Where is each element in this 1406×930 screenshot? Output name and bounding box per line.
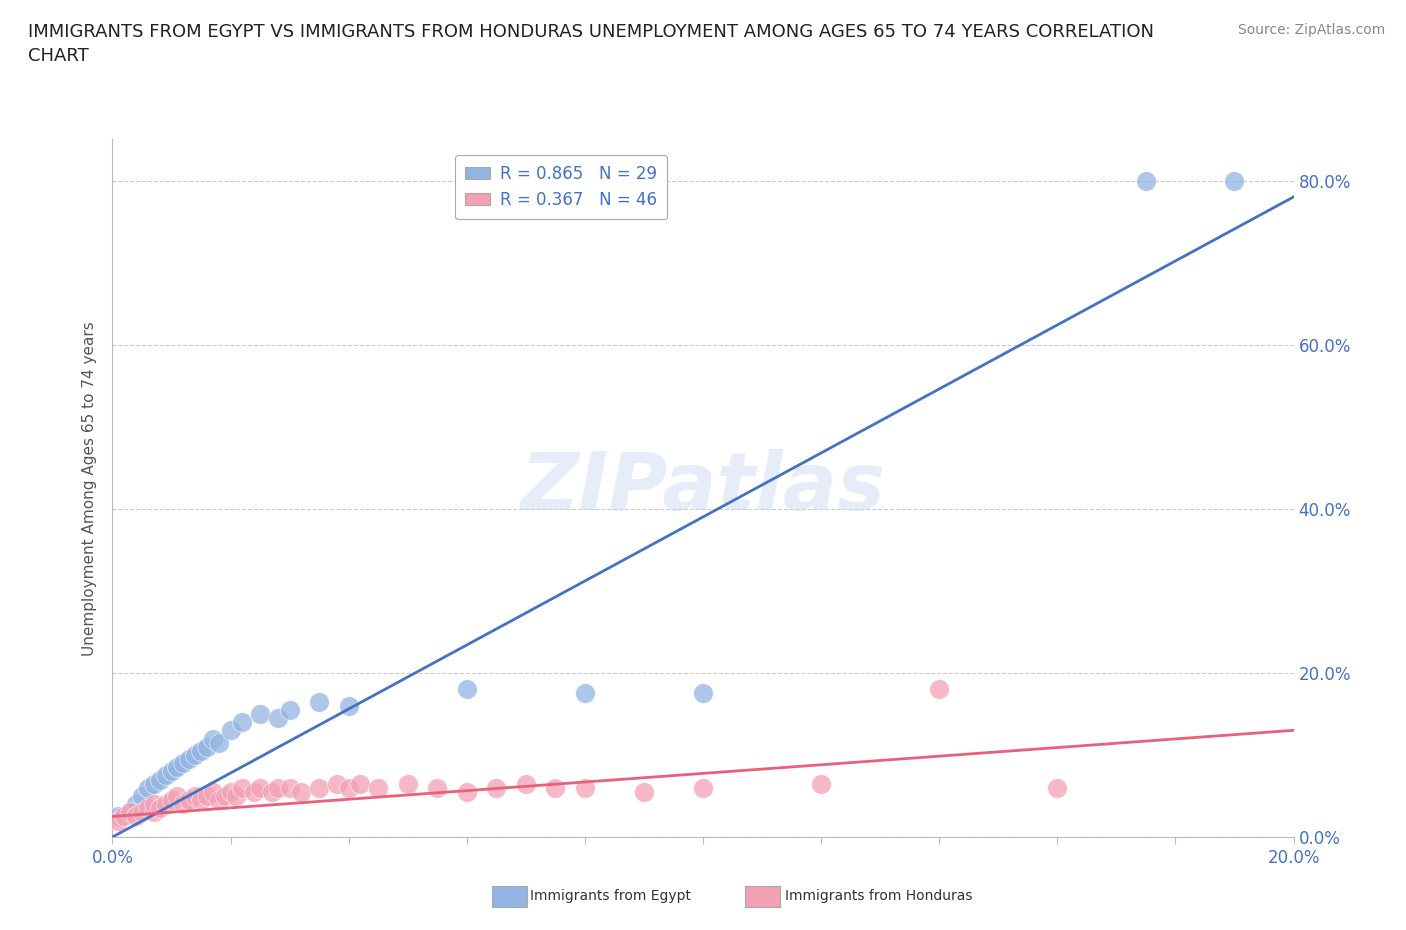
Text: Immigrants from Honduras: Immigrants from Honduras: [785, 888, 972, 903]
Point: [225, 789, 247, 804]
Point: [172, 797, 194, 812]
Point: [692, 780, 714, 795]
Point: [190, 792, 212, 807]
Point: [260, 784, 283, 799]
Point: [456, 682, 478, 697]
Point: [1223, 173, 1246, 188]
Point: [396, 777, 419, 791]
Point: [367, 780, 389, 795]
Point: [195, 739, 218, 754]
Point: [179, 792, 201, 807]
Point: [219, 723, 242, 737]
Legend: R = 0.865   N = 29, R = 0.367   N = 46: R = 0.865 N = 29, R = 0.367 N = 46: [456, 154, 668, 219]
Point: [155, 797, 177, 812]
Point: [308, 694, 330, 709]
Point: [456, 784, 478, 799]
Point: [125, 797, 148, 812]
Point: [160, 792, 183, 807]
Point: [337, 780, 360, 795]
Point: [201, 731, 224, 746]
Point: [142, 805, 165, 820]
Point: [349, 777, 371, 791]
Point: [149, 772, 172, 787]
Point: [810, 777, 832, 791]
Point: [179, 751, 201, 766]
Point: [1135, 173, 1157, 188]
Point: [184, 789, 207, 804]
Point: [308, 780, 330, 795]
Point: [112, 809, 135, 824]
Point: [249, 780, 271, 795]
Point: [120, 805, 142, 820]
Point: [231, 780, 253, 795]
Point: [136, 801, 159, 816]
Point: [149, 801, 172, 816]
Point: [131, 805, 153, 820]
Point: [214, 789, 236, 804]
Point: [166, 760, 188, 775]
Point: [231, 714, 253, 729]
Point: [337, 698, 360, 713]
Point: [485, 780, 508, 795]
Point: [155, 768, 177, 783]
Point: [278, 780, 301, 795]
Point: [1046, 780, 1069, 795]
Point: [928, 682, 950, 697]
Point: [107, 809, 129, 824]
Point: [190, 743, 212, 758]
Point: [160, 764, 183, 778]
Point: [574, 686, 596, 701]
Point: [195, 789, 218, 804]
Point: [278, 702, 301, 717]
Point: [267, 780, 290, 795]
Point: [166, 789, 188, 804]
Point: [142, 777, 165, 791]
Point: [249, 707, 271, 722]
Point: [184, 748, 207, 763]
Text: ZIPatlas: ZIPatlas: [520, 449, 886, 527]
Y-axis label: Unemployment Among Ages 65 to 74 years: Unemployment Among Ages 65 to 74 years: [82, 321, 97, 656]
Point: [201, 784, 224, 799]
Point: [574, 780, 596, 795]
Point: [142, 797, 165, 812]
Point: [243, 784, 266, 799]
Point: [515, 777, 537, 791]
Point: [633, 784, 655, 799]
Point: [125, 809, 148, 824]
Point: [692, 686, 714, 701]
Point: [107, 813, 129, 828]
Point: [208, 792, 231, 807]
Point: [131, 789, 153, 804]
Point: [219, 784, 242, 799]
Point: [544, 780, 567, 795]
Text: IMMIGRANTS FROM EGYPT VS IMMIGRANTS FROM HONDURAS UNEMPLOYMENT AMONG AGES 65 TO : IMMIGRANTS FROM EGYPT VS IMMIGRANTS FROM…: [28, 23, 1154, 65]
Point: [426, 780, 449, 795]
Point: [267, 711, 290, 725]
Text: Source: ZipAtlas.com: Source: ZipAtlas.com: [1237, 23, 1385, 37]
Point: [136, 780, 159, 795]
Point: [326, 777, 349, 791]
Text: Immigrants from Egypt: Immigrants from Egypt: [530, 888, 692, 903]
Point: [172, 756, 194, 771]
Point: [208, 736, 231, 751]
Point: [290, 784, 312, 799]
Point: [120, 805, 142, 820]
